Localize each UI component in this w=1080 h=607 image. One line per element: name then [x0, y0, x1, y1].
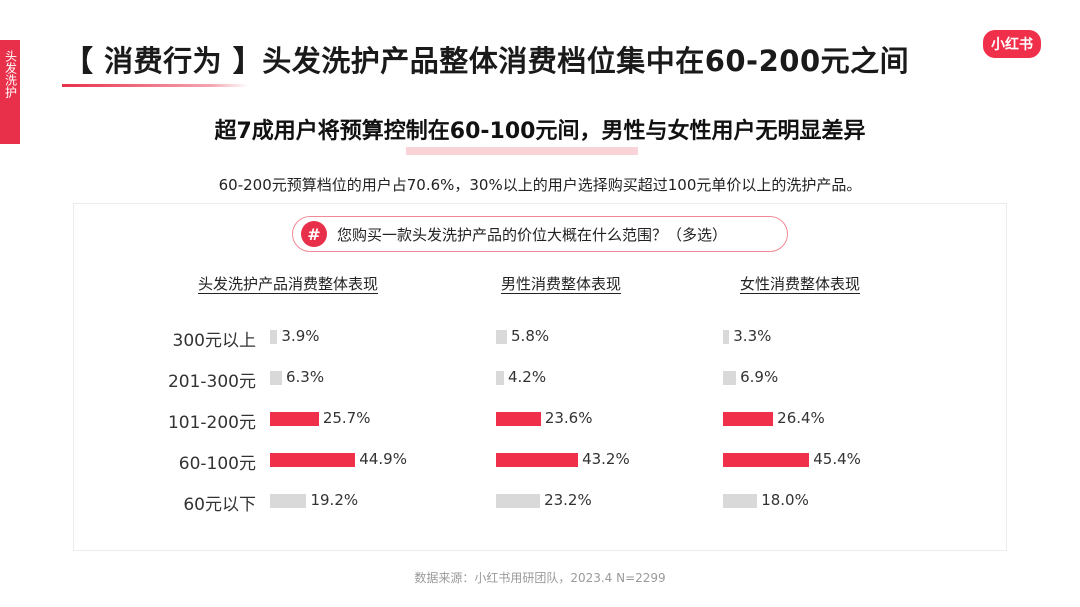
category-label: 60-100元 [178, 454, 256, 474]
bar-mark [723, 412, 774, 426]
data-label: 4.2% [507, 368, 547, 386]
bar-mark [723, 453, 810, 467]
data-label: 3.9% [281, 327, 320, 345]
chart-title: 男性消费整体表现 [500, 275, 621, 293]
data-label: 5.8% [511, 327, 550, 345]
bar-mark [496, 453, 579, 467]
data-label: 43.2% [582, 450, 630, 468]
data-source: 数据来源：小红书用研团队，2023.4 N=2299 [414, 571, 666, 585]
chart-title: 女性消费整体表现 [739, 275, 860, 293]
data-label: 6.9% [740, 368, 779, 386]
data-label: 3.3% [733, 327, 772, 345]
data-label: 44.9% [359, 450, 407, 468]
question-banner: # 您购买一款头发洗护产品的价位大概在什么范围？（多选） [292, 216, 788, 252]
bar-mark [496, 371, 504, 385]
bar-mark [723, 330, 730, 344]
bar-mark [270, 371, 282, 385]
hash-icon: # [301, 221, 327, 247]
subtitle-highlight [406, 147, 638, 155]
page-subtitle: 超7成用户将预算控制在60-100元间，男性与女性用户无明显差异 [214, 119, 866, 144]
data-label: 26.4% [777, 409, 825, 427]
bar-mark [270, 453, 356, 467]
bar-mark [270, 494, 307, 508]
data-label: 18.0% [761, 491, 809, 509]
bar-mark [723, 494, 758, 508]
title-underline [62, 84, 248, 87]
data-label: 25.7% [322, 409, 371, 427]
chart-panel [73, 203, 1007, 551]
page-title: 【 消费行为 】头发洗护产品整体消费档位集中在60-200元之间 [64, 44, 910, 78]
brand-logo: 小红书 [983, 30, 1041, 58]
summary-description: 60-200元预算档位的用户占70.6%，30%以上的用户选择购买超过100元单… [218, 176, 862, 194]
category-label: 60元以下 [183, 495, 256, 515]
side-section-tab: 头发洗护 [0, 40, 20, 144]
bar-mark [496, 412, 541, 426]
category-label: 101-200元 [167, 413, 256, 433]
data-label: 23.2% [544, 491, 592, 509]
category-label: 300元以上 [172, 331, 256, 351]
data-label: 45.4% [813, 450, 861, 468]
chart-title: 头发洗护产品消费整体表现 [197, 275, 378, 293]
bar-mark [496, 494, 541, 508]
category-label: 201-300元 [167, 372, 256, 392]
bar-mark [723, 371, 737, 385]
data-label: 6.3% [285, 368, 325, 386]
data-label: 23.6% [544, 409, 593, 427]
data-label: 19.2% [310, 491, 359, 509]
bar-mark [496, 330, 508, 344]
bar-mark [270, 412, 319, 426]
bar-mark [270, 330, 278, 344]
question-text: 您购买一款头发洗护产品的价位大概在什么范围？（多选） [337, 225, 728, 244]
